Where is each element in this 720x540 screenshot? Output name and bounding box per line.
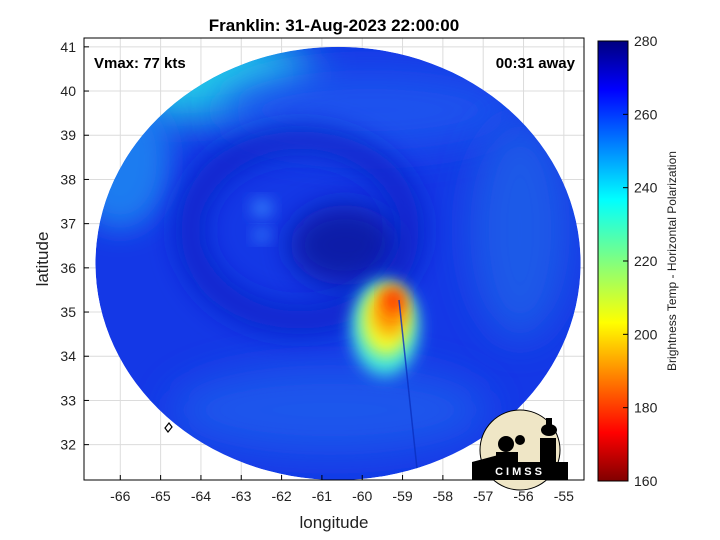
x-tick-label: -64: [191, 488, 211, 504]
scan-seam: [398, 299, 419, 479]
cloud-spots-2: [254, 229, 270, 241]
vmax-annotation: Vmax: 77 kts: [94, 55, 186, 72]
x-tick-label: -66: [110, 488, 130, 504]
x-tick-label: -58: [433, 488, 453, 504]
x-axis-label: longitude: [299, 513, 368, 532]
y-tick-label: 41: [60, 39, 76, 55]
y-tick-label: 37: [60, 216, 76, 232]
y-axis: 32 33 34 35 36 37 38 39 40 41: [60, 39, 89, 453]
colorbar-tick-label: 260: [634, 106, 658, 122]
colorbar-label: Brightness Temp - Horizontal Polarizatio…: [665, 151, 679, 371]
y-tick-label: 39: [60, 127, 76, 143]
logo-text: CIMSS: [495, 466, 545, 478]
y-tick-label: 33: [60, 392, 76, 408]
y-tick-label: 40: [60, 83, 76, 99]
y-tick-label: 38: [60, 171, 76, 187]
x-tick-label: -59: [392, 488, 412, 504]
x-tick-label: -55: [554, 488, 574, 504]
x-tick-label: -61: [312, 488, 332, 504]
coastline: [164, 422, 173, 433]
plot-frame: [83, 37, 585, 481]
colorbar-tick-label: 280: [634, 33, 658, 49]
y-tick-label: 35: [60, 304, 76, 320]
eye-dark: [290, 205, 400, 285]
core-red: [384, 287, 404, 313]
band-east: [470, 120, 570, 340]
eyewall-dark-ring: [179, 129, 421, 331]
x-tick-label: -65: [150, 488, 170, 504]
x-tick-label: -62: [271, 488, 291, 504]
x-tick-label: -60: [352, 488, 372, 504]
time-away-annotation: 00:31 away: [496, 55, 576, 72]
colorbar-tick-label: 160: [634, 473, 658, 489]
y-axis-label: latitude: [33, 232, 52, 287]
colorbar-tick-label: 180: [634, 400, 658, 416]
y-tick-label: 34: [60, 348, 76, 364]
x-tick-label: -56: [513, 488, 533, 504]
chart-title: Franklin: 31-Aug-2023 22:00:00: [209, 16, 459, 35]
colorbar-tick-label: 240: [634, 180, 658, 196]
x-tick-label: -63: [231, 488, 251, 504]
y-tick-label: 32: [60, 437, 76, 453]
colorbar-tick-label: 220: [634, 253, 658, 269]
colorbar-tick-label: 200: [634, 326, 658, 342]
y-tick-label: 36: [60, 260, 76, 276]
x-axis: -66 -65 -64 -63 -62 -61 -60 -59 -58 -57 -56 -55: [110, 475, 574, 504]
cimss-logo: CIMSS: [472, 409, 568, 491]
band-south: [170, 365, 490, 455]
colorbar-ticks: 160 180 200 220 240 260 280: [623, 33, 658, 489]
cloud-spots: [252, 200, 272, 216]
x-tick-label: -57: [473, 488, 493, 504]
